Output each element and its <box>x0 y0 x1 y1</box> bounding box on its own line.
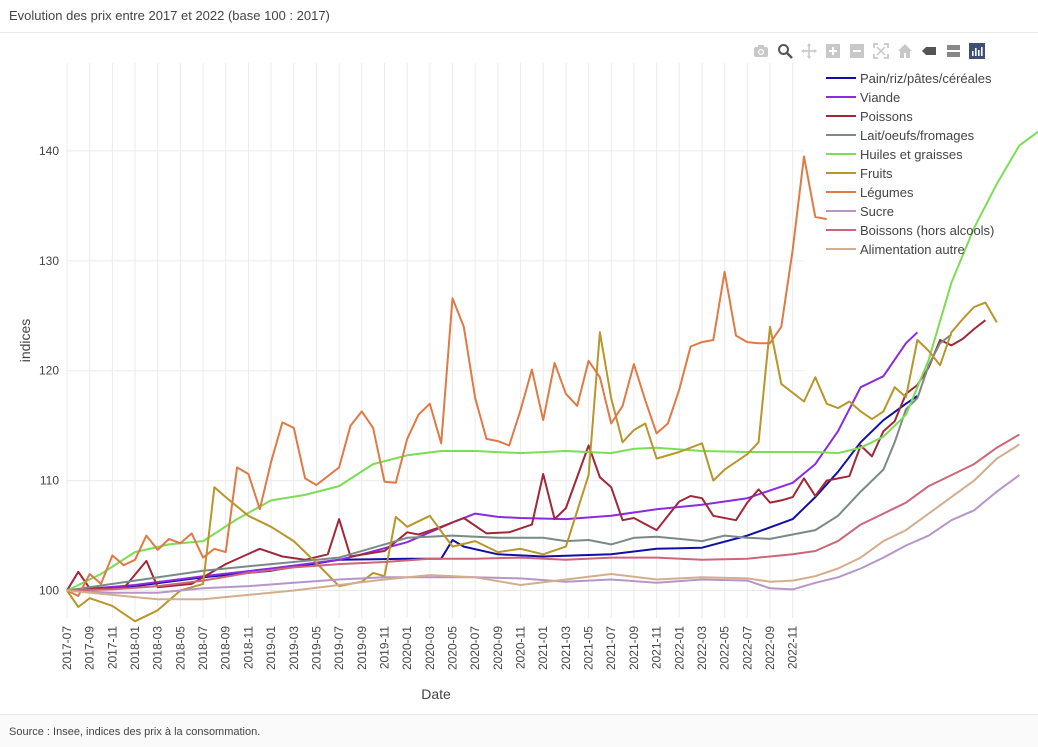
chart-title: Evolution des prix entre 2017 et 2022 (b… <box>9 8 330 23</box>
plotly-logo-button[interactable] <box>968 42 986 60</box>
legend-item-label[interactable]: Sucre <box>860 204 894 219</box>
zoom-icon <box>778 44 793 59</box>
x-tick-label: 2020-05 <box>446 626 460 670</box>
legend-item-label[interactable]: Lait/oeufs/fromages <box>860 128 975 143</box>
x-tick-label: 2018-01 <box>128 626 142 670</box>
x-tick-label: 2018-11 <box>241 626 255 669</box>
plotly-logo-icon <box>969 43 985 59</box>
legend-item-label[interactable]: Boissons (hors alcools) <box>860 223 994 238</box>
y-tick-label: 120 <box>39 364 59 378</box>
x-tick-label: 2020-01 <box>400 626 414 670</box>
x-tick-label: 2021-09 <box>627 626 641 670</box>
x-tick-label: 2019-09 <box>355 626 369 670</box>
series-line-6[interactable] <box>66 301 998 623</box>
zoom-button[interactable] <box>776 42 794 60</box>
reset-axes-button[interactable] <box>896 42 914 60</box>
x-tick-label: 2017-11 <box>105 626 119 669</box>
zoom-out-button[interactable] <box>848 42 866 60</box>
legend-item-label[interactable]: Légumes <box>860 185 914 200</box>
x-tick-label: 2022-03 <box>695 626 709 670</box>
x-tick-label: 2022-11 <box>786 626 800 669</box>
x-tick-label: 2018-05 <box>173 626 187 670</box>
y-axis-label: indices <box>17 319 33 363</box>
chart-footer: Source : Insee, indices des prix à la co… <box>0 714 1038 747</box>
x-tick-label: 2021-01 <box>536 626 550 670</box>
x-tick-label: 2018-03 <box>151 626 165 670</box>
zoom-in-icon <box>826 44 840 58</box>
series-line-7[interactable] <box>66 155 827 597</box>
series-line-1[interactable] <box>66 395 918 592</box>
legend-item-label[interactable]: Poissons <box>860 109 913 124</box>
x-tick-label: 2019-01 <box>264 626 278 670</box>
legend: Pain/riz/pâtes/céréales Viande Poissons Lai… <box>826 71 994 257</box>
x-axis-label: Date <box>421 686 451 702</box>
x-tick-label: 2021-05 <box>582 626 596 670</box>
x-tick-label: 2019-03 <box>287 626 301 670</box>
autoscale-icon <box>873 43 889 59</box>
source-note: Source : Insee, indices des prix à la co… <box>9 726 261 738</box>
zoom-in-button[interactable] <box>824 42 842 60</box>
pan-button[interactable] <box>800 42 818 60</box>
x-tick-label: 2021-03 <box>559 626 573 670</box>
plot-area[interactable] <box>66 82 1038 623</box>
x-tick-label: 2021-11 <box>650 626 664 669</box>
x-tick-label: 2019-07 <box>332 626 346 670</box>
x-tick-label: 2022-07 <box>740 626 754 670</box>
y-tick-label: 140 <box>39 144 59 158</box>
x-tick-label: 2017-09 <box>83 626 97 670</box>
x-tick-label: 2019-05 <box>309 626 323 670</box>
pan-icon <box>801 43 817 59</box>
series-line-9[interactable] <box>66 433 1020 592</box>
plot-toolbar <box>752 40 986 62</box>
x-tick-label: 2020-03 <box>423 626 437 670</box>
chart-header: Evolution des prix entre 2017 et 2022 (b… <box>0 0 1038 33</box>
autoscale-button[interactable] <box>872 42 890 60</box>
y-tick-label: 110 <box>40 474 59 488</box>
grid-lines <box>66 63 804 618</box>
legend-item-label[interactable]: Viande <box>860 90 900 105</box>
x-tick-label: 2022-05 <box>718 626 732 670</box>
y-tick-label: 130 <box>39 254 59 268</box>
x-tick-label: 2020-11 <box>514 626 528 669</box>
legend-item-label[interactable]: Alimentation autre <box>860 242 965 257</box>
x-tick-label: 2022-01 <box>672 626 686 670</box>
x-tick-label: 2020-07 <box>468 626 482 670</box>
series-line-10[interactable] <box>66 443 1020 601</box>
x-tick-label: 2018-09 <box>219 626 233 670</box>
hover-closest-icon <box>922 47 936 55</box>
x-tick-label: 2020-09 <box>491 626 505 670</box>
x-axis: 2017-07 2017-09 2017-11 2018-01 2018-03 2018-… <box>60 626 800 670</box>
x-tick-label: 2019-11 <box>377 626 391 669</box>
y-tick-label: 100 <box>39 584 59 598</box>
camera-button[interactable] <box>752 42 770 60</box>
legend-item-label[interactable]: Huiles et graisses <box>860 147 963 162</box>
x-tick-label: 2017-07 <box>60 626 74 670</box>
x-tick-label: 2018-07 <box>196 626 210 670</box>
series-line-8[interactable] <box>66 474 1020 594</box>
reset-axes-icon <box>898 44 912 58</box>
camera-icon <box>754 45 768 57</box>
series-line-4[interactable] <box>66 333 953 592</box>
x-tick-label: 2021-07 <box>604 626 618 670</box>
y-axis: 100 110 120 130 140 <box>39 144 59 598</box>
hover-compare-icon <box>947 45 960 57</box>
legend-item-label[interactable]: Fruits <box>860 166 893 181</box>
x-tick-label: 2022-09 <box>763 626 777 670</box>
hover-compare-button[interactable] <box>944 42 962 60</box>
zoom-out-icon <box>850 44 864 58</box>
hover-closest-button[interactable] <box>920 42 938 60</box>
legend-item-label[interactable]: Pain/riz/pâtes/céréales <box>860 71 992 86</box>
